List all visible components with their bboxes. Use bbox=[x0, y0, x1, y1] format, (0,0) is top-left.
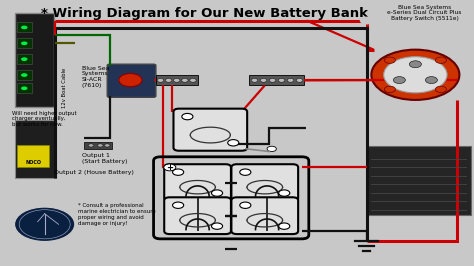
Bar bbox=[248, 75, 304, 85]
Circle shape bbox=[384, 57, 395, 63]
Circle shape bbox=[173, 169, 184, 175]
Circle shape bbox=[165, 78, 172, 82]
Circle shape bbox=[88, 144, 94, 147]
Circle shape bbox=[410, 61, 421, 68]
FancyBboxPatch shape bbox=[164, 197, 231, 234]
Text: +: + bbox=[166, 163, 173, 172]
Circle shape bbox=[425, 77, 438, 84]
Circle shape bbox=[164, 164, 176, 171]
Text: * Consult a professional
marine electrician to ensure
proper wiring and avoid
da: * Consult a professional marine electric… bbox=[79, 203, 156, 226]
Text: −: − bbox=[229, 138, 237, 147]
Text: Blue Sea Systems
e-Series Dual Circuit Plus
Battery Switch (5511e): Blue Sea Systems e-Series Dual Circuit P… bbox=[387, 5, 462, 21]
Text: 12v Boat Cable: 12v Boat Cable bbox=[62, 68, 67, 108]
Circle shape bbox=[228, 140, 239, 146]
Bar bbox=[17, 38, 32, 48]
Circle shape bbox=[182, 78, 188, 82]
Circle shape bbox=[240, 202, 251, 209]
Circle shape bbox=[260, 78, 267, 82]
Bar bbox=[17, 70, 32, 80]
Text: 6 Volt
(House B1): 6 Volt (House B1) bbox=[178, 202, 217, 215]
Circle shape bbox=[296, 78, 303, 82]
Circle shape bbox=[173, 78, 180, 82]
Text: NOCO: NOCO bbox=[25, 160, 41, 165]
Bar bbox=[17, 54, 32, 64]
Circle shape bbox=[240, 169, 251, 175]
Text: Output 1
(Start Battery): Output 1 (Start Battery) bbox=[82, 153, 127, 164]
Text: +: + bbox=[242, 201, 248, 210]
Circle shape bbox=[251, 78, 258, 82]
Circle shape bbox=[435, 57, 447, 63]
Circle shape bbox=[278, 78, 285, 82]
Circle shape bbox=[269, 78, 276, 82]
Circle shape bbox=[21, 86, 27, 90]
Circle shape bbox=[21, 57, 27, 61]
Circle shape bbox=[157, 78, 164, 82]
Circle shape bbox=[360, 16, 374, 24]
Circle shape bbox=[267, 146, 276, 152]
Text: 6 Volt
(House A2): 6 Volt (House A2) bbox=[246, 169, 284, 182]
FancyBboxPatch shape bbox=[164, 164, 231, 201]
Circle shape bbox=[393, 77, 405, 84]
Bar bbox=[15, 120, 56, 178]
Text: −: − bbox=[281, 222, 288, 231]
Text: Blue Sea
Systems
SI-ACR
(7610): Blue Sea Systems SI-ACR (7610) bbox=[82, 65, 109, 88]
Text: −: − bbox=[281, 189, 288, 198]
Text: +: + bbox=[175, 168, 181, 177]
Circle shape bbox=[287, 78, 294, 82]
Circle shape bbox=[21, 41, 27, 45]
Bar bbox=[367, 146, 471, 215]
Text: +: + bbox=[175, 201, 181, 210]
FancyBboxPatch shape bbox=[231, 164, 298, 201]
Text: 12 Volt
(Starting): 12 Volt (Starting) bbox=[192, 112, 229, 131]
Text: 6 Volt
(House A1): 6 Volt (House A1) bbox=[178, 169, 217, 182]
Circle shape bbox=[279, 190, 290, 196]
Circle shape bbox=[371, 50, 459, 100]
Text: −: − bbox=[213, 222, 221, 231]
Circle shape bbox=[190, 78, 196, 82]
FancyBboxPatch shape bbox=[15, 13, 54, 107]
Circle shape bbox=[119, 73, 142, 87]
Circle shape bbox=[98, 144, 103, 147]
Circle shape bbox=[21, 73, 27, 77]
FancyBboxPatch shape bbox=[17, 145, 49, 167]
Bar bbox=[17, 83, 32, 93]
Text: 6 Volt
(House B2): 6 Volt (House B2) bbox=[246, 202, 284, 215]
Circle shape bbox=[21, 26, 27, 29]
Text: −: − bbox=[213, 189, 221, 198]
Circle shape bbox=[211, 223, 223, 229]
Text: * Wiring Diagram for Our New Battery Bank: * Wiring Diagram for Our New Battery Ban… bbox=[41, 7, 368, 20]
Circle shape bbox=[15, 207, 75, 242]
FancyBboxPatch shape bbox=[173, 109, 247, 151]
Circle shape bbox=[383, 57, 447, 93]
Circle shape bbox=[182, 113, 193, 120]
Bar bbox=[17, 22, 32, 32]
FancyBboxPatch shape bbox=[231, 197, 298, 234]
Circle shape bbox=[173, 202, 184, 209]
Circle shape bbox=[279, 223, 290, 229]
Circle shape bbox=[211, 190, 223, 196]
Text: Will need higher output
charger eventually,
but works for now.: Will need higher output charger eventual… bbox=[12, 110, 77, 127]
Circle shape bbox=[384, 86, 395, 93]
Bar bbox=[84, 142, 112, 149]
FancyBboxPatch shape bbox=[107, 64, 156, 97]
Circle shape bbox=[435, 86, 447, 93]
Text: +: + bbox=[184, 112, 191, 121]
Text: +: + bbox=[242, 168, 248, 177]
Text: Output 2 (House Battery): Output 2 (House Battery) bbox=[54, 170, 134, 175]
Circle shape bbox=[104, 144, 110, 147]
Bar bbox=[156, 75, 198, 85]
